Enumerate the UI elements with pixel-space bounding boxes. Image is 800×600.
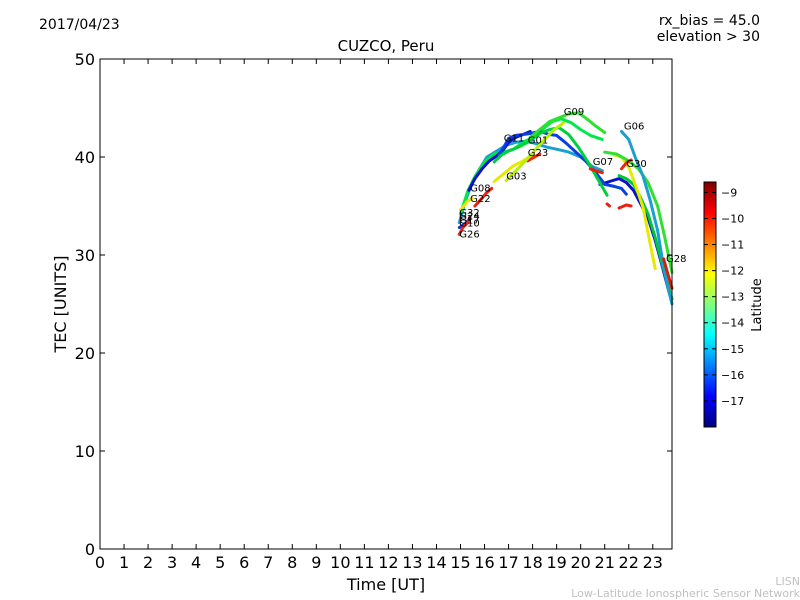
satellite-label-g08: G08 [470, 183, 490, 194]
trace-g09 [528, 111, 607, 139]
x-tick-label: 4 [191, 553, 201, 572]
x-tick-label: 19 [546, 553, 566, 572]
x-tick-label: 18 [522, 553, 542, 572]
y-tick-label: 20 [75, 344, 95, 363]
satellite-label-g10: G10 [459, 219, 479, 230]
satellite-label-g11: G11 [504, 133, 524, 144]
x-tick-label: 16 [474, 553, 494, 572]
x-tick-label: 21 [595, 553, 615, 572]
elevation-label: elevation > 30 [656, 29, 760, 45]
trace-g03 [504, 121, 566, 182]
satellite-label-g03: G03 [506, 172, 526, 183]
satellite-label-g24: G24 [459, 212, 479, 223]
x-tick-label: 7 [263, 553, 273, 572]
colorbar-tick-label: −12 [721, 265, 744, 278]
y-tick-label: 10 [75, 442, 95, 461]
y-tick-label: 50 [75, 50, 95, 69]
x-tick-label: 0 [95, 553, 105, 572]
rx-bias-label: rx_bias = 45.0 [658, 13, 760, 29]
y-axis: 0 10 20 30 40 50 [75, 50, 672, 559]
trace-extra [612, 153, 657, 271]
satellite-label-g09: G09 [564, 107, 584, 118]
trace-g06 [620, 130, 674, 306]
x-axis: 0 1 2 3 4 5 6 7 8 9 10 11 12 13 14 15 16 17 18 19 20 21 22 23 [95, 59, 663, 572]
satellite-label-g32: G32 [459, 208, 479, 219]
trace-g17 [459, 196, 474, 212]
trace-g26 [457, 215, 472, 236]
trace-g11 [497, 130, 628, 196]
chart-title: CUZCO, Peru [337, 37, 435, 55]
colorbar-tick-label: −10 [721, 212, 744, 225]
satellite-label-g06: G06 [624, 122, 644, 133]
x-tick-label: 9 [311, 553, 321, 572]
x-tick-label: 22 [619, 553, 639, 572]
y-tick-label: 30 [75, 246, 95, 265]
date-label: 2017/04/23 [39, 17, 120, 33]
footer-network-name: Low-Latitude Ionospheric Sensor Network [571, 587, 800, 600]
x-tick-label: 14 [426, 553, 446, 572]
footer-network-short: LISN [775, 575, 800, 588]
colorbar-tick-label: −16 [721, 369, 744, 382]
trace-g23 [526, 152, 542, 163]
x-tick-label: 12 [378, 553, 398, 572]
satellite-label-g17: G17 [459, 216, 479, 227]
trace-g28 [662, 257, 674, 290]
traces-layer [457, 111, 674, 306]
trace-extra [617, 203, 633, 210]
y-tick-label: 0 [85, 540, 95, 559]
satellite-label-g30: G30 [626, 159, 646, 170]
x-tick-label: 11 [354, 553, 374, 572]
x-tick-label: 17 [498, 553, 518, 572]
plot-frame [99, 58, 673, 550]
satellite-label-g01: G01 [528, 135, 548, 146]
trace-g22 [473, 186, 494, 208]
trace-g30 [620, 158, 633, 171]
trace-g01 [492, 126, 609, 197]
colorbar-tick-label: −14 [721, 317, 744, 330]
colorbar-tick-label: −11 [721, 239, 744, 252]
trace-g24 [459, 117, 604, 216]
satellite-label-g22: G22 [470, 194, 490, 205]
x-tick-label: 2 [143, 553, 153, 572]
colorbar-tick-label: −15 [721, 343, 744, 356]
colorbar-label: Latitude [750, 278, 765, 332]
colorbar-tick-label: −13 [721, 291, 744, 304]
x-tick-label: 6 [239, 553, 249, 572]
satellite-label-g28: G28 [666, 254, 686, 265]
x-tick-label: 20 [570, 553, 590, 572]
x-tick-label: 3 [167, 553, 177, 572]
y-tick-label: 40 [75, 148, 95, 167]
satellite-label-g07: G07 [593, 157, 613, 168]
x-tick-label: 13 [402, 553, 422, 572]
trace-extra [605, 202, 611, 208]
x-axis-label: Time [UT] [346, 575, 425, 594]
x-tick-label: 23 [643, 553, 663, 572]
colorbar: Latitude −9 −10 −11 −12 −13 −14 −15 −16 −17 [703, 181, 765, 428]
x-tick-label: 15 [450, 553, 470, 572]
satellite-label-g26: G26 [459, 229, 479, 240]
colorbar-tick-label: −9 [721, 186, 737, 199]
x-tick-label: 8 [287, 553, 297, 572]
y-axis-label: TEC [UNITS] [51, 256, 70, 354]
x-tick-label: 1 [119, 553, 129, 572]
satellite-label-g23: G23 [528, 148, 548, 159]
trace-g07 [588, 167, 604, 175]
colorbar-gradient [703, 181, 717, 428]
colorbar-tick-label: −17 [721, 395, 744, 408]
x-tick-label: 5 [215, 553, 225, 572]
x-tick-label: 10 [330, 553, 350, 572]
